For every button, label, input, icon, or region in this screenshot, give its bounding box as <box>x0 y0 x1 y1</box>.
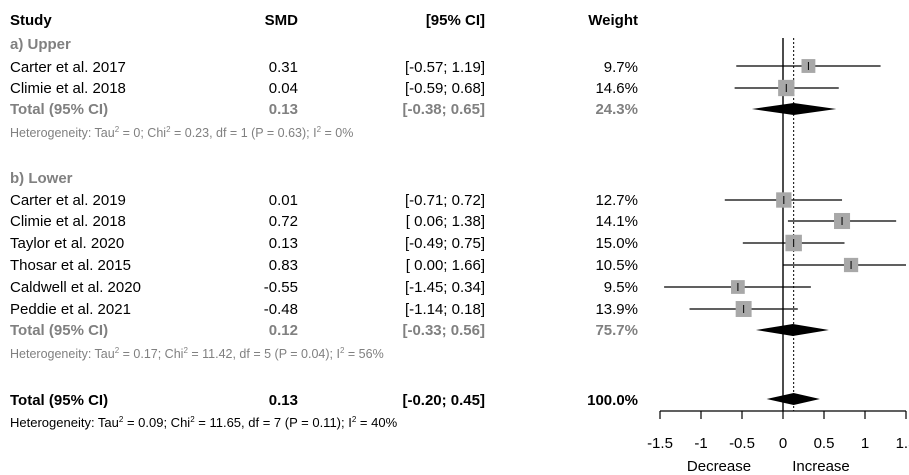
axis-label-increase: Increase <box>792 458 850 475</box>
subtotal-name: Total (95% CI) <box>10 101 109 118</box>
subtotal-smd: 0.12 <box>268 322 298 339</box>
subtotal-diamond <box>751 103 837 115</box>
x-tick-label: -0.5 <box>729 435 755 452</box>
subtotal-smd: 0.13 <box>268 101 298 118</box>
study-ci: [-1.14; 0.18] <box>404 301 485 318</box>
overall-diamond <box>766 393 820 405</box>
study-ci: [-0.57; 1.19] <box>404 59 485 76</box>
study-weight: 10.5% <box>595 257 638 274</box>
heterogeneity-upper: Heterogeneity: Tau2 = 0; Chi2 = 0.23, df… <box>10 125 354 141</box>
study-weight: 12.7% <box>595 192 638 209</box>
study-weight: 13.9% <box>595 301 638 318</box>
study-weight: 14.1% <box>595 213 638 230</box>
study-weight: 9.5% <box>603 279 638 296</box>
subtotal-weight: 24.3% <box>595 101 638 118</box>
study-ci: [-0.59; 0.68] <box>404 80 485 97</box>
subtotal-ci: [-0.33; 0.56] <box>402 322 485 339</box>
overall-ci: [-0.20; 0.45] <box>402 392 485 409</box>
group-label-upper: a) Upper <box>10 36 71 53</box>
subtotal-name: Total (95% CI) <box>10 322 109 339</box>
study-ci: [-0.49; 0.75] <box>404 235 485 252</box>
heterogeneity-overall: Heterogeneity: Tau2 = 0.09; Chi2 = 11.65… <box>10 415 398 430</box>
study-smd: 0.72 <box>268 213 298 230</box>
header-ci: [95% CI] <box>425 12 485 29</box>
study-ci: [ 0.00; 1.66] <box>405 257 485 274</box>
header-weight: Weight <box>588 12 638 29</box>
study-ci: [-1.45; 0.34] <box>404 279 485 296</box>
study-smd: 0.01 <box>268 192 298 209</box>
heterogeneity-lower: Heterogeneity: Tau2 = 0.17; Chi2 = 11.42… <box>10 346 384 362</box>
x-tick-label: 1.5 <box>896 435 909 452</box>
group-label-lower: b) Lower <box>10 170 73 187</box>
x-tick-label: 1 <box>861 435 869 452</box>
subtotal-weight: 75.7% <box>595 322 638 339</box>
study-smd: 0.04 <box>268 80 298 97</box>
study-name: Taylor et al. 2020 <box>10 235 125 252</box>
study-ci: [ 0.06; 1.38] <box>405 213 485 230</box>
overall-weight: 100.0% <box>587 392 638 409</box>
study-weight: 14.6% <box>595 80 638 97</box>
study-ci: [-0.71; 0.72] <box>404 192 485 209</box>
x-tick-label: 0 <box>779 435 787 452</box>
header-study: Study <box>10 12 52 29</box>
overall-smd: 0.13 <box>268 392 298 409</box>
overall-name: Total (95% CI) <box>10 392 109 409</box>
subtotal-diamond <box>755 324 829 336</box>
study-name: Caldwell et al. 2020 <box>10 279 141 296</box>
axis-label-decrease: Decrease <box>687 458 751 475</box>
study-smd: 0.31 <box>268 59 298 76</box>
x-tick-label: -1.5 <box>647 435 673 452</box>
subtotal-ci: [-0.38; 0.65] <box>402 101 485 118</box>
x-tick-label: -1 <box>694 435 707 452</box>
study-name: Carter et al. 2019 <box>10 192 126 209</box>
study-name: Thosar et al. 2015 <box>10 257 131 274</box>
study-smd: 0.83 <box>268 257 298 274</box>
study-name: Climie et al. 2018 <box>10 213 126 230</box>
header-smd: SMD <box>264 12 298 29</box>
study-name: Peddie et al. 2021 <box>10 301 131 318</box>
study-smd: 0.13 <box>268 235 298 252</box>
x-tick-label: 0.5 <box>814 435 835 452</box>
study-name: Climie et al. 2018 <box>10 80 126 97</box>
study-weight: 15.0% <box>595 235 638 252</box>
study-smd: -0.48 <box>263 301 298 318</box>
study-smd: -0.55 <box>263 279 298 296</box>
study-name: Carter et al. 2017 <box>10 59 126 76</box>
study-weight: 9.7% <box>603 59 638 76</box>
